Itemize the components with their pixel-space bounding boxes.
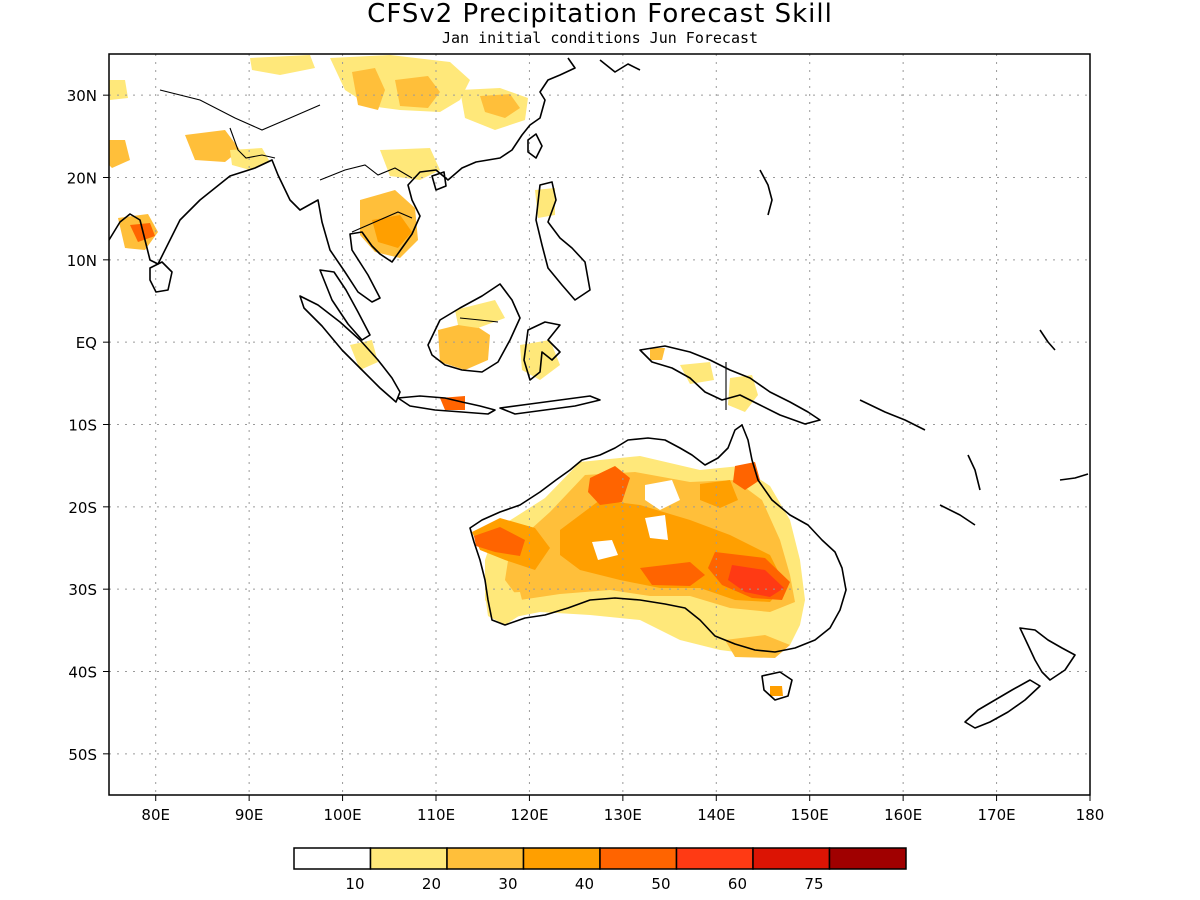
lat-tick-label: 20N [67,170,97,188]
colorbar: 10 20 30 40 50 60 75 [293,847,907,893]
lat-tick-label: 20S [68,499,97,517]
skill-shading [109,55,805,696]
colorbar-label: 40 [575,875,594,893]
colorbar-swatch [828,847,907,870]
lon-tick-label: 110E [417,806,455,824]
colorbar-swatch [675,847,754,870]
lon-tick-label: 180 [1076,806,1105,824]
colorbar-swatch [752,847,831,870]
lon-tick-label: 80E [141,806,170,824]
lon-tick-label: 140E [697,806,735,824]
lat-tick-label: 10N [67,252,97,270]
lon-tick-label: 120E [510,806,548,824]
colorbar-label: 60 [728,875,747,893]
colorbar-swatch [446,847,525,870]
lon-tick-label: 90E [235,806,264,824]
lon-tick-label: 130E [604,806,642,824]
lat-tick-label: 10S [68,417,97,435]
colorbar-swatch [293,847,372,870]
map-axes: 80E 90E 100E 110E 120E 130E 140E 150E 160E 170E 18… [67,87,1105,824]
lat-tick-label: 40S [68,664,97,682]
colorbar-label: 30 [498,875,517,893]
lat-tick-label: 50S [68,746,97,764]
coastlines [109,57,1089,729]
colorbar-label: 50 [651,875,670,893]
lon-tick-label: 100E [324,806,362,824]
colorbar-label: 20 [422,875,441,893]
map-gridlines [109,54,1090,795]
colorbar-label: 10 [345,875,364,893]
lon-tick-label: 170E [978,806,1016,824]
chart-title: CFSv2 Precipitation Forecast Skill [367,0,833,29]
lat-tick-label: EQ [76,334,97,352]
colorbar-label: 75 [804,875,823,893]
colorbar-swatch [522,847,601,870]
country-borders [159,89,727,410]
chart-subtitle: Jan initial conditions Jun Forecast [441,29,759,47]
lon-tick-label: 160E [884,806,922,824]
lat-tick-label: 30N [67,87,97,105]
lat-tick-label: 30S [68,581,97,599]
colorbar-swatch [599,847,678,870]
lon-tick-label: 150E [791,806,829,824]
colorbar-swatch [369,847,448,870]
